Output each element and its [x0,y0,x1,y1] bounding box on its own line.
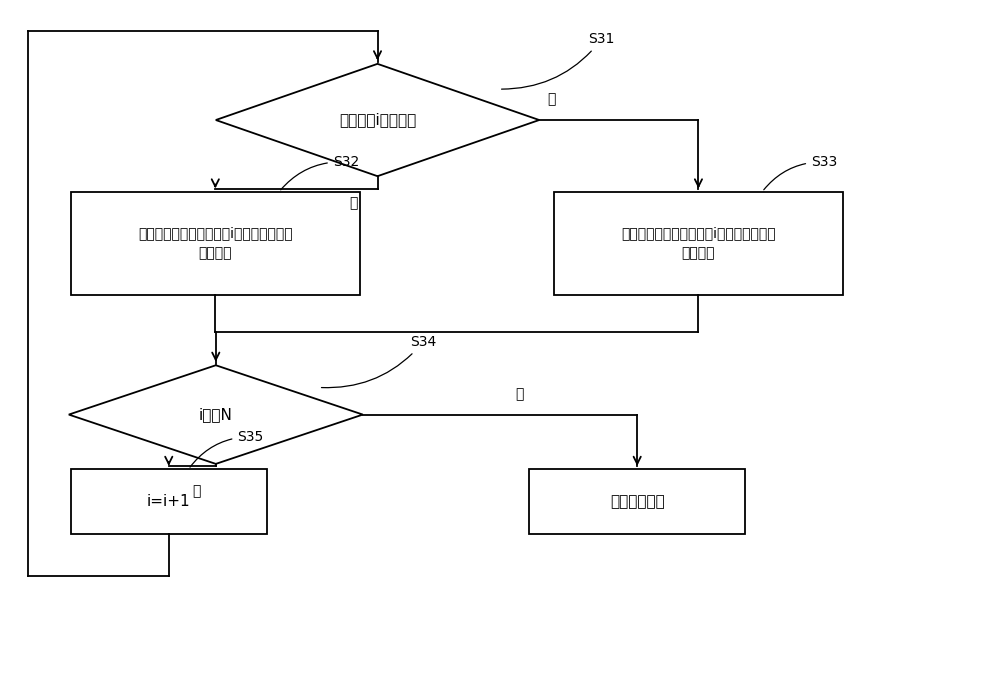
Text: S35: S35 [190,430,264,467]
Text: 物理通道i是否空闲: 物理通道i是否空闲 [339,113,416,127]
Text: i等于N: i等于N [199,407,233,422]
Text: 列表更新完成: 列表更新完成 [610,494,665,510]
Text: 否: 否 [547,92,556,106]
Text: S32: S32 [281,155,359,190]
Text: 是: 是 [515,387,524,401]
Text: S31: S31 [502,32,615,89]
Text: 是: 是 [349,196,357,210]
Text: 否: 否 [192,484,200,498]
Text: i=i+1: i=i+1 [147,494,191,510]
Text: 将所述通道忙闲列表中第i个通道的状态更
新为繁忙: 将所述通道忙闲列表中第i个通道的状态更 新为繁忙 [621,226,776,260]
Text: S34: S34 [321,335,436,388]
Text: S33: S33 [764,155,837,189]
Text: 将所述通道忙闲列表中第i个通道的状态更
新为空闲: 将所述通道忙闲列表中第i个通道的状态更 新为空闲 [138,226,293,260]
